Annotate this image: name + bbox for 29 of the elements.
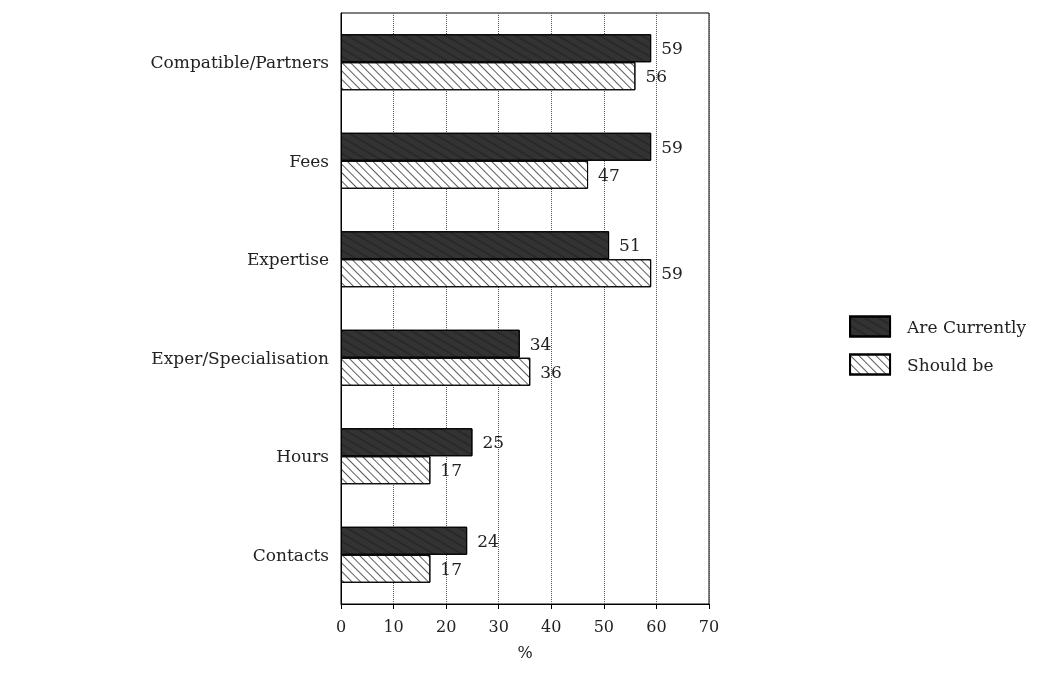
x-tick-label: 0 <box>335 616 347 636</box>
data-label: 24 <box>477 530 499 551</box>
legend-label: Are Currently <box>906 316 1027 337</box>
legend-label: Should be <box>907 354 994 375</box>
data-label: 59 <box>661 38 683 59</box>
data-label: 59 <box>661 136 683 157</box>
x-tick-label: 50 <box>593 616 615 636</box>
x-tick-label: 20 <box>435 616 457 636</box>
y-tick-label: Fees <box>289 150 329 171</box>
data-label: 17 <box>440 558 463 579</box>
x-tick-label: 30 <box>488 616 509 636</box>
x-tick-label: 60 <box>646 616 667 636</box>
data-label: 59 <box>661 263 683 284</box>
data-label: 25 <box>482 432 505 453</box>
y-tick-label: Compatible/Partners <box>150 52 329 73</box>
y-tick-label: Hours <box>276 446 329 467</box>
data-label: 36 <box>540 361 562 382</box>
x-axis-title: % <box>517 642 533 662</box>
x-tick-label: 70 <box>698 616 720 636</box>
data-label: 47 <box>598 164 620 185</box>
data-label: 51 <box>619 235 641 256</box>
y-tick-label: Expertise <box>246 249 329 270</box>
y-tick-label: Exper/Specialisation <box>151 347 330 368</box>
data-label: 56 <box>645 66 668 87</box>
data-label: 34 <box>529 333 552 354</box>
x-tick-label: 40 <box>541 616 562 636</box>
data-label: 17 <box>440 460 463 481</box>
y-tick-label: Contacts <box>252 544 329 565</box>
x-tick-label: 10 <box>383 616 404 636</box>
